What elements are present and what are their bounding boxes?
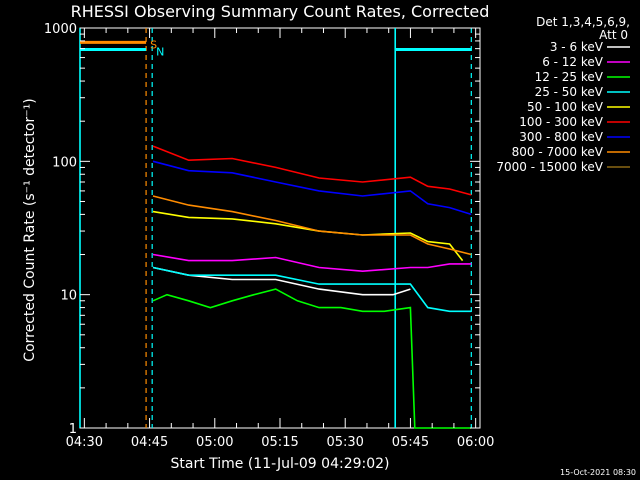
x-tick-label: 04:30 [66, 435, 103, 450]
x-tick-label: 04:45 [131, 435, 168, 450]
legend-label: 12 - 25 keV [535, 70, 604, 84]
series-line [153, 289, 471, 428]
x-axis: 04:30 04:45 05:00 05:15 05:30 05:45 06:00 [66, 28, 495, 450]
x-tick-label: 05:30 [326, 435, 363, 450]
series-line [153, 212, 463, 261]
footer-timestamp: 15-Oct-2021 08:30 [560, 468, 636, 477]
y-axis-label: Corrected Count Rate (s⁻¹ detector⁻¹) [22, 98, 38, 361]
legend-label: 6 - 12 keV [542, 55, 604, 69]
plot-frame [80, 28, 480, 428]
legend-header-line-2: Att 0 [599, 28, 628, 42]
y-axis: 1 10 100 1000 [44, 22, 480, 437]
series-line [153, 196, 471, 255]
legend-label: 25 - 50 keV [535, 85, 604, 99]
x-tick-label: 05:00 [196, 435, 233, 450]
marker-label: N [156, 45, 164, 58]
chart-title: RHESSI Observing Summary Count Rates, Co… [71, 2, 490, 21]
series-line [153, 255, 471, 272]
x-axis-label: Start Time (11-Jul-09 04:29:02) [170, 456, 389, 472]
y-tick-label: 100 [52, 155, 77, 170]
series-lines [153, 146, 471, 428]
segment-lines [80, 42, 471, 49]
x-tick-label: 05:45 [392, 435, 429, 450]
legend-header-line-1: Det 1,3,4,5,6,9, [536, 15, 630, 29]
legend-label: 3 - 6 keV [550, 40, 604, 54]
legend-label: 50 - 100 keV [527, 100, 604, 114]
y-tick-label: 1 [69, 422, 77, 437]
y-tick-label: 1000 [44, 22, 77, 37]
plot-border [80, 28, 480, 428]
series-line [153, 268, 410, 295]
legend-label: 100 - 300 keV [519, 115, 603, 129]
x-tick-label: 06:00 [457, 435, 494, 450]
x-tick-label: 05:15 [261, 435, 298, 450]
legend-label: 7000 - 15000 keV [496, 160, 603, 174]
y-tick-label: 10 [60, 289, 77, 304]
legend-label: 300 - 800 keV [519, 130, 603, 144]
legend-label: 800 - 7000 keV [512, 145, 604, 159]
